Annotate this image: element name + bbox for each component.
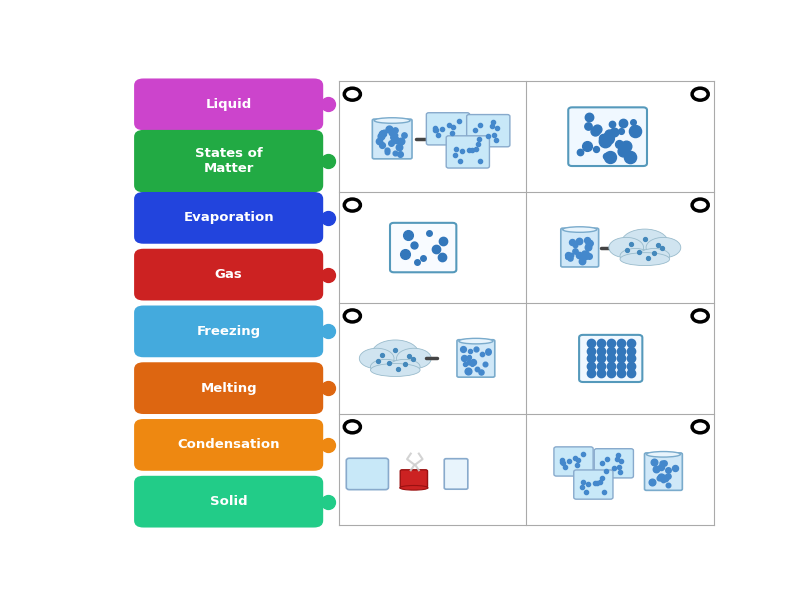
FancyBboxPatch shape [390, 223, 456, 272]
FancyBboxPatch shape [444, 458, 468, 489]
Ellipse shape [372, 340, 419, 368]
FancyBboxPatch shape [134, 79, 323, 130]
Ellipse shape [370, 364, 420, 376]
Ellipse shape [562, 227, 597, 232]
Circle shape [344, 421, 361, 433]
Ellipse shape [359, 348, 394, 368]
Text: Liquid: Liquid [206, 98, 252, 111]
Ellipse shape [622, 229, 668, 257]
FancyBboxPatch shape [594, 449, 634, 478]
FancyBboxPatch shape [645, 453, 682, 490]
FancyBboxPatch shape [346, 458, 389, 490]
FancyBboxPatch shape [400, 470, 427, 487]
Text: Freezing: Freezing [197, 325, 261, 338]
FancyBboxPatch shape [457, 340, 494, 377]
Circle shape [692, 88, 708, 100]
FancyBboxPatch shape [134, 249, 323, 301]
Ellipse shape [620, 253, 670, 266]
FancyBboxPatch shape [579, 335, 642, 382]
FancyBboxPatch shape [446, 136, 490, 168]
Text: Melting: Melting [200, 382, 257, 395]
Ellipse shape [646, 452, 681, 457]
Ellipse shape [374, 118, 410, 123]
Text: Condensation: Condensation [178, 439, 280, 451]
Circle shape [692, 421, 708, 433]
Text: States of
Matter: States of Matter [194, 147, 262, 175]
Ellipse shape [389, 359, 420, 374]
Ellipse shape [638, 248, 670, 263]
Ellipse shape [646, 238, 681, 258]
FancyBboxPatch shape [426, 113, 470, 145]
Ellipse shape [370, 359, 402, 374]
Text: Gas: Gas [214, 268, 242, 281]
Circle shape [344, 310, 361, 322]
Ellipse shape [620, 248, 651, 263]
Ellipse shape [459, 338, 493, 344]
Ellipse shape [400, 485, 428, 490]
FancyBboxPatch shape [466, 115, 510, 147]
Circle shape [692, 199, 708, 211]
Text: Solid: Solid [210, 495, 247, 508]
FancyBboxPatch shape [134, 476, 323, 527]
Ellipse shape [397, 348, 431, 368]
FancyBboxPatch shape [134, 130, 323, 192]
Text: Evaporation: Evaporation [183, 211, 274, 224]
FancyBboxPatch shape [561, 228, 598, 267]
Ellipse shape [609, 238, 643, 258]
FancyBboxPatch shape [134, 305, 323, 357]
FancyBboxPatch shape [554, 447, 593, 476]
FancyBboxPatch shape [568, 107, 647, 166]
FancyBboxPatch shape [134, 419, 323, 471]
Circle shape [344, 88, 361, 100]
Circle shape [692, 310, 708, 322]
Circle shape [344, 199, 361, 211]
FancyBboxPatch shape [134, 192, 323, 244]
FancyBboxPatch shape [134, 362, 323, 414]
FancyBboxPatch shape [372, 119, 412, 159]
FancyBboxPatch shape [574, 470, 613, 499]
